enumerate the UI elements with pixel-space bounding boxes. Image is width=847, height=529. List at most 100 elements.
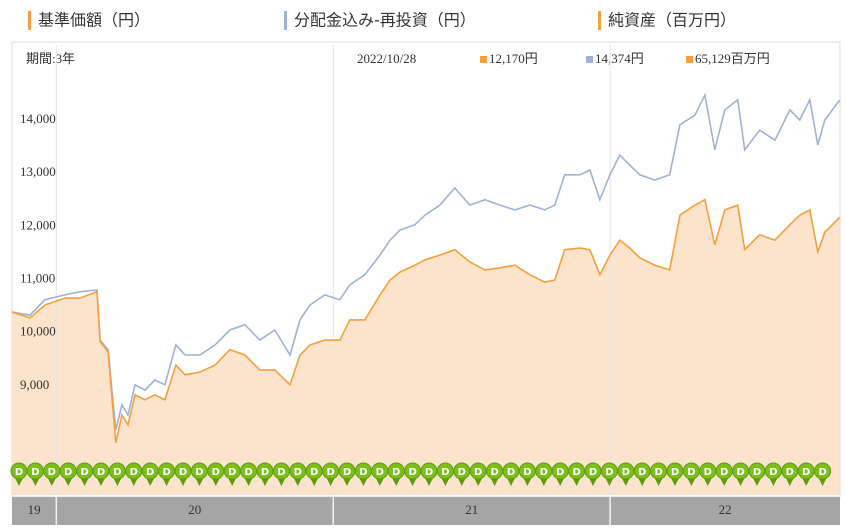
distribution-label: D <box>408 467 416 478</box>
legend-swatch <box>598 11 601 30</box>
distribution-pin <box>129 478 138 486</box>
distribution-pin <box>425 478 433 486</box>
distribution-pin <box>687 478 696 486</box>
distribution-label: D <box>589 467 597 478</box>
latest-swatch <box>480 56 487 63</box>
distribution-label: D <box>244 467 252 478</box>
distribution-label: D <box>261 467 269 478</box>
distribution-label: D <box>195 467 203 478</box>
distribution-pin <box>802 478 811 486</box>
line <box>11 198 841 443</box>
latest-value: 12,170円 <box>489 51 538 66</box>
distribution-pin <box>769 478 778 486</box>
distribution-pin <box>753 478 761 486</box>
distribution-label: D <box>556 467 564 478</box>
distribution-pin <box>146 478 155 486</box>
distribution-label: D <box>818 467 826 478</box>
distribution-label: D <box>376 467 384 478</box>
x-tick-label: 22 <box>719 502 732 517</box>
distribution-pin <box>326 478 335 486</box>
distribution-pin <box>474 478 483 486</box>
distribution-label: D <box>359 467 367 478</box>
distribution-pin <box>113 478 122 486</box>
distribution-label: D <box>130 467 138 478</box>
distribution-label: D <box>212 467 220 478</box>
distribution-label: D <box>310 467 318 478</box>
distribution-pin <box>359 478 368 486</box>
distribution-pin <box>490 478 499 486</box>
distribution-label: D <box>572 467 580 478</box>
distribution-label: D <box>786 467 794 478</box>
x-tick-label: 20 <box>188 502 201 517</box>
distribution-pin <box>638 478 647 486</box>
distribution-label: D <box>671 467 679 478</box>
distribution-label: D <box>228 467 236 478</box>
distribution-pin <box>162 478 171 486</box>
distribution-pin <box>523 478 532 486</box>
distribution-label: D <box>441 467 449 478</box>
distribution-pin <box>736 478 745 486</box>
distribution-label: D <box>720 467 728 478</box>
distribution-pin <box>621 478 630 486</box>
distribution-label: D <box>654 467 662 478</box>
distribution-pin <box>441 478 450 486</box>
distribution-pin <box>539 478 548 486</box>
distribution-pin <box>572 478 581 486</box>
distribution-pin <box>47 478 56 486</box>
distribution-icon <box>814 462 832 480</box>
distribution-label: D <box>97 467 105 478</box>
y-tick-label: 14,000 <box>20 111 56 126</box>
distribution-label: D <box>638 467 646 478</box>
distribution-pin <box>408 478 417 486</box>
distribution-pin <box>64 478 73 486</box>
distribution-pin <box>720 478 729 486</box>
legend-label: 基準価額（円） <box>38 11 150 30</box>
distribution-pin <box>277 478 286 486</box>
distribution-label: D <box>48 467 56 478</box>
distribution-label: D <box>392 467 400 478</box>
distribution-pin <box>375 478 384 486</box>
legend-label: 純資産（百万円） <box>608 11 736 30</box>
distribution-label: D <box>162 467 170 478</box>
distribution-label: D <box>490 467 498 478</box>
distribution-label: D <box>113 467 121 478</box>
distribution-pin <box>293 478 302 486</box>
area <box>12 199 840 495</box>
legend-label: 分配金込み-再投資（円） <box>294 11 476 30</box>
distribution-pin <box>261 478 269 486</box>
distribution-pin <box>80 478 89 486</box>
distribution-label: D <box>80 467 88 478</box>
line <box>11 92 841 431</box>
distribution-label: D <box>769 467 777 478</box>
distribution-label: D <box>474 467 482 478</box>
distribution-pin <box>211 478 220 486</box>
x-tick-label: 19 <box>28 502 41 517</box>
x-band <box>12 497 840 525</box>
distribution-pin <box>343 478 351 486</box>
x-tick-label: 21 <box>465 502 478 517</box>
distribution-pin <box>31 478 40 486</box>
y-tick-label: 11,000 <box>20 270 55 285</box>
distribution-label: D <box>64 467 72 478</box>
distribution-pin <box>671 478 679 486</box>
distribution-pin <box>310 478 319 486</box>
y-tick-label: 12,000 <box>20 217 56 232</box>
latest-value: 14,374円 <box>595 51 644 66</box>
distribution-pin <box>654 478 663 486</box>
distribution-label: D <box>277 467 285 478</box>
distribution-label: D <box>31 467 39 478</box>
date: 2022/10/28 <box>357 51 416 66</box>
distribution-label: D <box>523 467 531 478</box>
distribution-pin <box>392 478 401 486</box>
distribution-label: D <box>507 467 515 478</box>
distribution-label: D <box>753 467 761 478</box>
distribution-pin <box>785 478 794 486</box>
distribution-pin <box>703 478 712 486</box>
legend-swatch <box>28 11 31 30</box>
distribution-pin <box>507 478 515 486</box>
distribution-pin <box>556 478 565 486</box>
distribution-pin <box>228 478 237 486</box>
distribution-label: D <box>294 467 302 478</box>
distribution-label: D <box>458 467 466 478</box>
